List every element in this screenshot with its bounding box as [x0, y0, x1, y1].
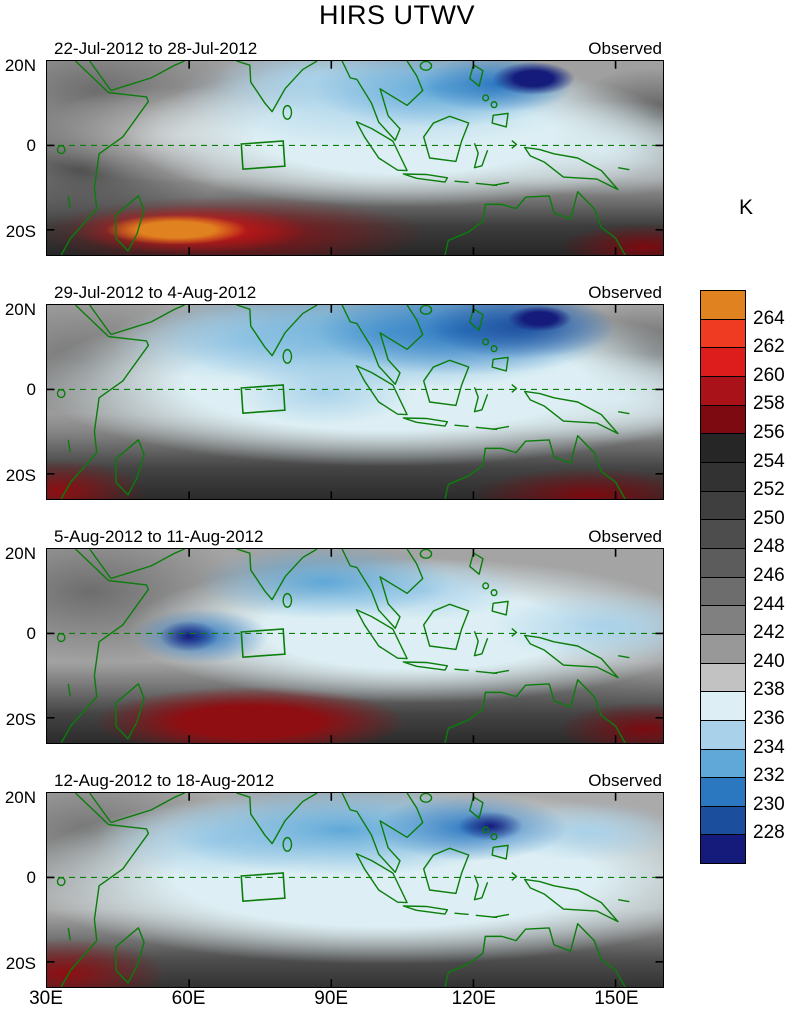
colorbar-swatch — [701, 375, 745, 405]
colorbar-swatch — [701, 777, 745, 806]
colorbar-swatch — [701, 347, 745, 376]
colorbar-ticks: 264 262 260 258 256 254 252 250 248 246 244 242 240 2… — [753, 290, 793, 862]
colorbar-tick-label: 232 — [753, 765, 785, 787]
y-tick-0: 0 — [26, 136, 36, 156]
colorbar-tick-label: 228 — [753, 822, 785, 844]
colorbar-swatch — [701, 461, 745, 491]
panel-date-label: 29-Jul-2012 to 4-Aug-2012 — [54, 283, 257, 302]
x-tick-60e: 60E — [171, 988, 206, 1009]
map-panel-1: 22-Jul-2012 to 28-Jul-2012 Observed 20N … — [0, 36, 664, 256]
observed-label: Observed — [588, 283, 662, 302]
y-tick-0: 0 — [26, 868, 36, 888]
colorbar-swatch — [701, 433, 745, 462]
y-tick-0: 0 — [26, 624, 36, 644]
map-overlay-svg — [47, 549, 663, 743]
colorbar-swatch — [701, 662, 745, 692]
y-tick-0: 0 — [26, 380, 36, 400]
colorbar-tick-label: 236 — [753, 708, 785, 729]
map-canvas — [46, 60, 664, 256]
map-overlay-svg — [47, 305, 663, 499]
colorbar — [700, 290, 746, 864]
colorbar-tick-label: 254 — [753, 450, 785, 472]
y-tick-20s: 20S — [5, 953, 36, 973]
colorbar-tick-label: 240 — [753, 650, 785, 672]
x-tick-120e: 120E — [451, 988, 496, 1009]
y-tick-20s: 20S — [5, 465, 36, 485]
colorbar-swatch — [701, 318, 745, 348]
colorbar-swatch — [701, 691, 745, 720]
x-tick-150e: 150E — [594, 988, 639, 1009]
panel-date-label: 5-Aug-2012 to 11-Aug-2012 — [54, 527, 264, 546]
panel-date-label: 12-Aug-2012 to 18-Aug-2012 — [54, 771, 275, 790]
colorbar-tick-label: 250 — [753, 507, 785, 529]
x-tick-30e: 30E — [29, 988, 63, 1009]
y-tick-20s: 20S — [5, 221, 36, 241]
map-canvas — [46, 304, 664, 500]
colorbar-tick-label: 264 — [753, 307, 785, 329]
map-overlay-svg — [47, 61, 663, 255]
colorbar-tick-label: 252 — [753, 479, 785, 501]
colorbar-swatch — [701, 490, 745, 520]
colorbar-swatch — [701, 576, 745, 606]
colorbar-swatch — [701, 404, 745, 434]
y-tick-20n: 20N — [4, 300, 36, 319]
x-tick-90e: 90E — [314, 988, 349, 1009]
map-panel-3: 5-Aug-2012 to 11-Aug-2012 Observed 20N 0… — [0, 524, 664, 744]
y-tick-20n: 20N — [4, 56, 36, 75]
colorbar-tick-label: 248 — [753, 536, 785, 558]
colorbar-tick-label: 260 — [753, 364, 785, 386]
colorbar-swatch — [701, 748, 745, 778]
colorbar-swatch — [701, 547, 745, 577]
observed-label: Observed — [588, 527, 662, 546]
colorbar-swatch — [701, 719, 745, 749]
map-overlay-svg — [47, 793, 663, 987]
colorbar-tick-label: 244 — [753, 593, 785, 615]
colorbar-tick-label: 242 — [753, 622, 785, 644]
colorbar-tick-label: 256 — [753, 422, 785, 443]
colorbar-tick-label: 262 — [753, 336, 785, 358]
colorbar-swatch — [701, 605, 745, 634]
colorbar-swatch — [701, 291, 745, 319]
map-panel-4: 12-Aug-2012 to 18-Aug-2012 Observed 20N … — [0, 768, 664, 988]
colorbar-tick-label: 234 — [753, 736, 785, 758]
colorbar-swatch — [701, 805, 745, 835]
colorbar-swatch — [701, 834, 745, 864]
colorbar-swatch — [701, 633, 745, 663]
colorbar-tick-label: 238 — [753, 679, 785, 701]
colorbar-unit-label: K — [738, 196, 753, 219]
colorbar-tick-label: 230 — [753, 793, 785, 815]
observed-label: Observed — [588, 39, 662, 58]
y-tick-20n: 20N — [4, 544, 36, 563]
figure-title: HIRS UTWV — [319, 0, 475, 30]
y-tick-20n: 20N — [4, 788, 36, 807]
colorbar-tick-label: 258 — [753, 393, 785, 415]
map-panel-2: 29-Jul-2012 to 4-Aug-2012 Observed 20N 0… — [0, 280, 664, 500]
panel-date-label: 22-Jul-2012 to 28-Jul-2012 — [54, 39, 258, 58]
map-canvas — [46, 792, 664, 988]
map-canvas — [46, 548, 664, 744]
colorbar-swatch — [701, 519, 745, 548]
colorbar-tick-label: 246 — [753, 565, 785, 586]
observed-label: Observed — [588, 771, 662, 790]
y-tick-20s: 20S — [5, 709, 36, 729]
x-axis-labels: 30E 60E 90E 120E 150E — [29, 988, 664, 1012]
